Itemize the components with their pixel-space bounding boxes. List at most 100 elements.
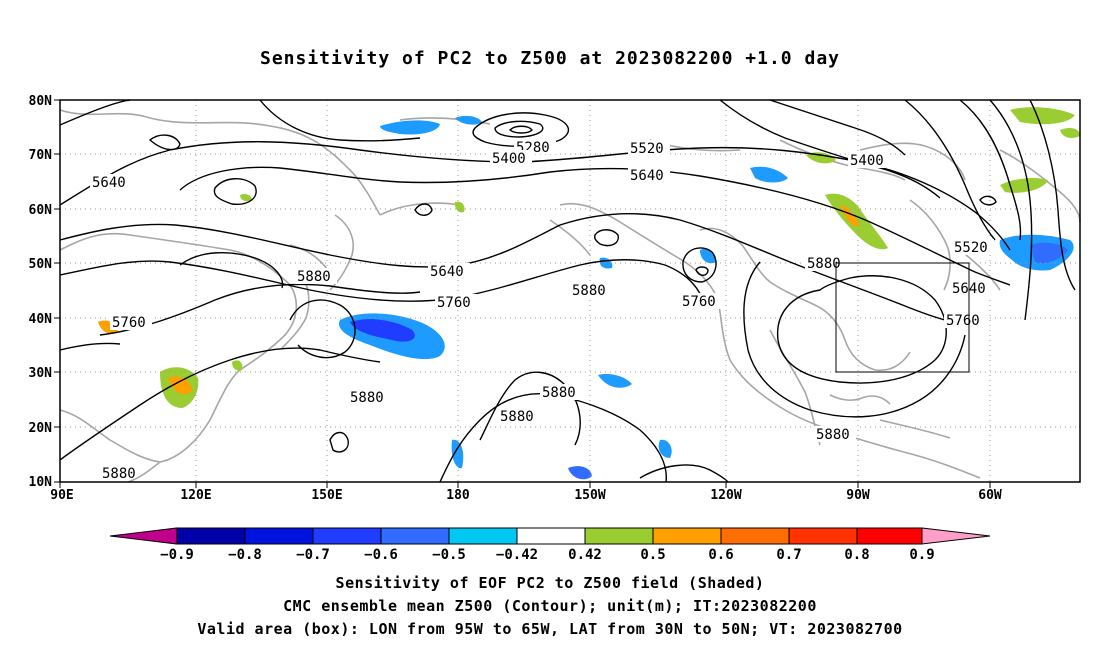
contour-line [59,347,381,461]
contour-line [593,229,619,247]
positive-patch [1000,177,1048,193]
positive-patch [232,360,243,371]
contour-line [59,259,706,306]
positive-patch [454,201,465,213]
negative-patch [598,374,632,388]
negative-patch [455,115,482,125]
lon-label: 180 [446,488,470,503]
contour-line [439,393,667,483]
contour-line [695,266,709,276]
contour-label: 5880 [350,390,384,406]
caption-contour: CMC ensemble mean Z500 (Contour); unit(m… [283,597,817,615]
colorbar-label: −0.6 [364,547,398,563]
contour-line [148,134,181,151]
lat-label: 60N [29,203,53,218]
lat-label: 10N [29,475,53,490]
contour-line [769,99,906,156]
colorbar-label: 0.5 [640,547,665,563]
lon-label: 90E [50,488,73,503]
negative-patch [658,439,672,458]
contour-label: 5640 [92,175,126,191]
contour-line [59,212,979,327]
contour-label: 5640 [630,168,664,184]
contour-label: 5520 [630,141,664,157]
negative-patch [451,439,464,469]
lat-label: 20N [29,421,53,436]
contour-label: 5400 [492,151,526,167]
contour-line [479,371,581,446]
contour-label: 5880 [542,385,576,401]
contour-label: 5760 [946,313,980,329]
colorbar-low-arrow [109,527,178,545]
contour-line [682,247,717,283]
colorbar-cell [788,527,858,545]
colorbar-cell [856,527,923,545]
colorbar-cell [380,527,450,545]
colorbar-cell [652,527,722,545]
z500-contours [59,99,1076,483]
positive-patch [168,376,192,395]
map-frame [59,99,1081,483]
contour-label: 5760 [682,294,716,310]
colorbar-cell [244,527,314,545]
valid-area-box [835,262,970,373]
colorbar-cell [584,527,654,545]
contour-line [989,99,1033,321]
colorbar-label: −0.7 [296,547,330,563]
chart-title: Sensitivity of PC2 to Z500 at 2023082200… [259,48,840,69]
colorbar-cell [720,527,790,545]
contour-line [639,464,729,483]
contour-line [59,141,1011,251]
lat-label: 30N [29,366,53,381]
colorbar-cell [176,527,246,545]
contour-line [979,195,997,206]
lon-label: 120E [180,488,211,503]
lon-label: 150E [311,488,342,503]
negative-patch [1030,242,1068,264]
caption-shading: Sensitivity of EOF PC2 to Z500 field (Sh… [335,574,765,592]
contour-label: 5400 [850,153,884,169]
contour-line [179,166,1011,286]
lon-label: 90W [846,488,870,503]
contour-label: 5880 [816,427,850,443]
negative-patch [700,248,716,264]
negative-patch [380,120,440,135]
colorbar-label: 0.8 [844,547,869,563]
colorbar-label: −0.5 [432,547,466,563]
contour-line [213,178,257,205]
negative-patch [568,466,592,480]
lon-label: 60W [978,488,1002,503]
lon-label: 150W [574,488,605,503]
contour-line [959,99,1022,241]
colorbar-label: 0.7 [776,547,801,563]
contour-line [494,120,544,138]
positive-patch [1060,128,1080,138]
contour-line [472,112,570,147]
colorbar-cell [516,527,586,545]
positive-patch [840,205,860,227]
colorbar-high-arrow [921,527,991,545]
lon-label: 120W [710,488,741,503]
colorbar [109,527,991,545]
contour-label: 5760 [437,295,471,311]
contour-label: 5760 [112,315,146,331]
contour-line [1029,99,1076,291]
contour-line [414,203,433,216]
negative-patch [350,319,415,342]
caption-valid-area: Valid area (box): LON from 95W to 65W, L… [197,620,903,638]
contour-line [179,251,284,289]
contour-line [59,99,131,126]
positive-patch [806,152,836,164]
contour-line [508,125,533,134]
contour-line [99,283,421,336]
contour-label: 5880 [500,409,534,425]
colorbar-cell [448,527,518,545]
colorbar-cell [312,527,382,545]
contour-label: 5880 [807,256,841,272]
colorbar-label: 0.9 [909,547,934,563]
colorbar-label: 0.42 [568,547,602,563]
contour-label: 5880 [102,466,136,482]
contour-line [329,431,349,453]
negative-patch [750,166,788,183]
